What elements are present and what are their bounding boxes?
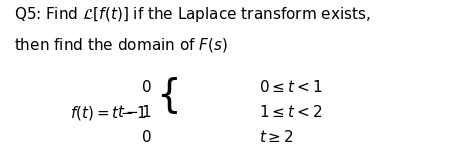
Text: $t \geq 2$: $t \geq 2$: [259, 129, 293, 145]
Text: $0 \leq t < 1$: $0 \leq t < 1$: [259, 79, 322, 95]
Text: $1 \leq t < 2$: $1 \leq t < 2$: [259, 104, 322, 120]
Text: $f(t) = t - 1$: $f(t) = t - 1$: [70, 104, 147, 122]
Text: $0$: $0$: [141, 79, 152, 95]
Text: $t - 1$: $t - 1$: [117, 104, 152, 120]
Text: $\{$: $\{$: [156, 75, 178, 116]
Text: then find the domain of $F(s)$: then find the domain of $F(s)$: [14, 36, 228, 54]
Text: Q5: Find $\mathcal{L}[f(t)]$ if the Laplace transform exists,: Q5: Find $\mathcal{L}[f(t)]$ if the Lapl…: [14, 5, 371, 24]
Text: $0$: $0$: [141, 129, 152, 145]
